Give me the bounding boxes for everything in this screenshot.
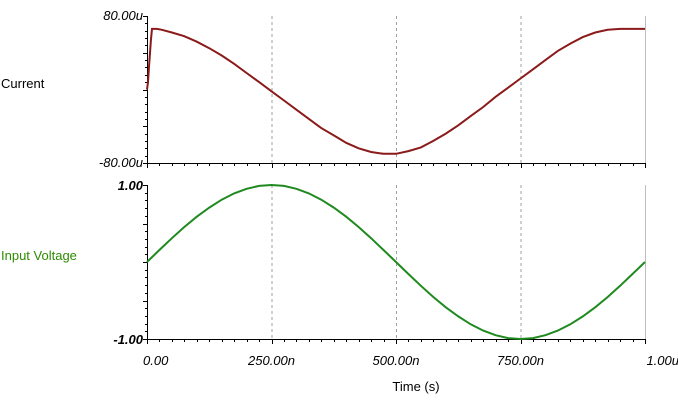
- x-tick-label: 1.00u: [646, 353, 678, 368]
- x-tick-label: 500.00n: [373, 353, 420, 368]
- current-ytick-min-label: -80.00u: [99, 155, 143, 170]
- voltage-series-line: [146, 183, 646, 341]
- current-series-label: Current: [1, 76, 45, 91]
- voltage-ticks: [143, 185, 646, 344]
- current-ticks: [143, 16, 646, 168]
- x-tick-label: 0.00: [143, 353, 169, 368]
- voltage-ytick-max-label: 1.00: [118, 178, 144, 193]
- x-tick-label: 250.00n: [247, 353, 295, 368]
- current-series-line: [146, 27, 645, 155]
- voltage-ytick-min-label: -1.00: [113, 332, 143, 347]
- voltage-series-label: Input Voltage: [1, 248, 77, 263]
- x-tick-labels: 0.00 250.00n 500.00n 750.00n 1.00u: [143, 353, 678, 368]
- voltage-panel: 1.00 -1.00 Input Voltage 0.00 250.00n 500.…: [1, 178, 678, 394]
- current-grid: [271, 16, 522, 163]
- current-ytick-max-label: 80.00u: [103, 8, 143, 23]
- current-panel: 80.00u -80.00u Current: [1, 8, 646, 170]
- x-axis-label: Time (s): [392, 379, 439, 394]
- x-tick-label: 750.00n: [497, 353, 544, 368]
- voltage-grid: [271, 185, 522, 339]
